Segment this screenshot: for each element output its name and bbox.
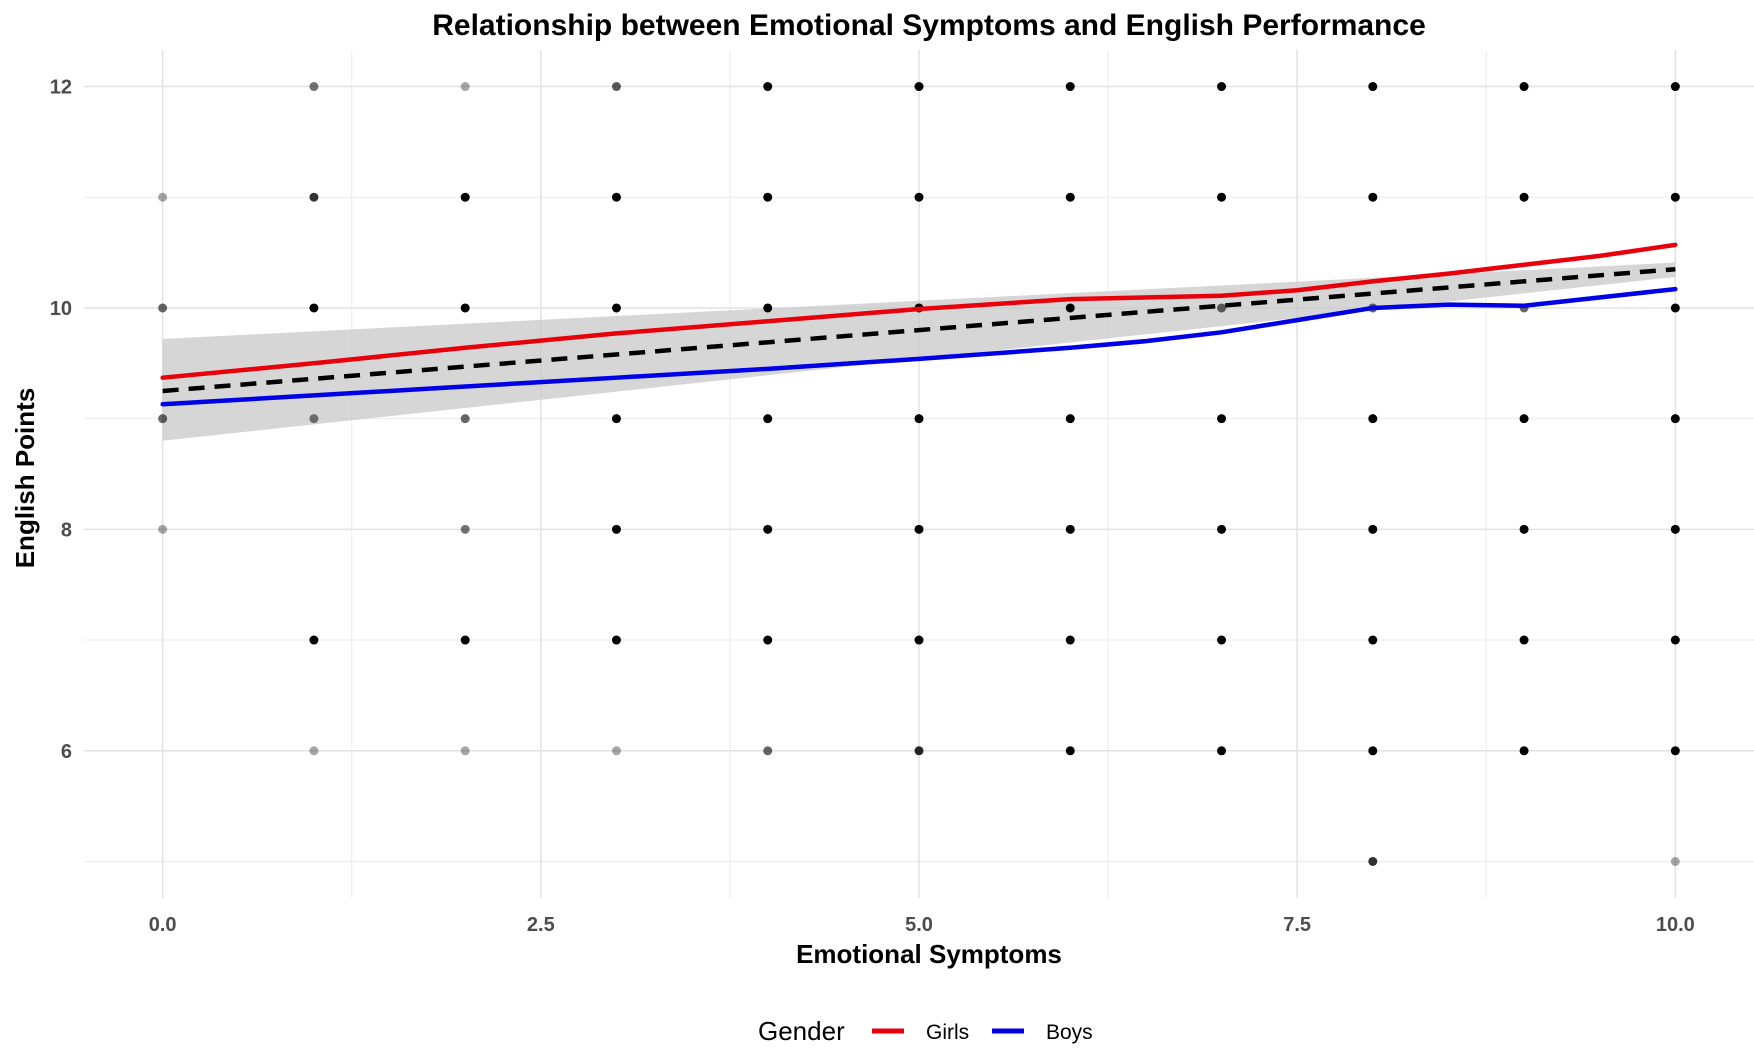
data-point (460, 414, 470, 424)
data-point (763, 746, 773, 756)
tick-labels: 0.0 2.5 5.0 7.5 10.0 6 8 10 12 (50, 77, 1695, 936)
y-tick-label: 10 (50, 298, 72, 320)
data-point (1368, 856, 1378, 866)
y-axis-title: English Points (10, 388, 40, 569)
data-point (1519, 82, 1529, 92)
data-point (1368, 82, 1378, 92)
data-point (1670, 414, 1680, 424)
x-tick-label: 0.0 (149, 914, 177, 936)
x-axis-title: Emotional Symptoms (796, 939, 1062, 969)
data-point (611, 414, 621, 424)
data-point (1670, 524, 1680, 534)
data-point (1368, 635, 1378, 645)
data-point (1065, 192, 1075, 202)
trend-line-girls (160, 242, 1678, 380)
data-point (611, 303, 621, 313)
data-point (763, 524, 773, 534)
data-point (1670, 635, 1680, 645)
data-point (1065, 746, 1075, 756)
data-point (158, 192, 168, 202)
data-point (1670, 303, 1680, 313)
data-point (1670, 856, 1680, 866)
data-point (1670, 746, 1680, 756)
data-point (914, 746, 924, 756)
data-point (1065, 635, 1075, 645)
data-point (1217, 192, 1227, 202)
data-point (460, 524, 470, 534)
data-point (460, 82, 470, 92)
data-point (1519, 192, 1529, 202)
data-point (914, 82, 924, 92)
data-point (914, 635, 924, 645)
data-point (763, 635, 773, 645)
data-point (611, 746, 621, 756)
data-point (914, 192, 924, 202)
data-point (1217, 82, 1227, 92)
data-point (1217, 524, 1227, 534)
data-point (460, 303, 470, 313)
data-point (158, 524, 168, 534)
data-point (460, 746, 470, 756)
y-tick-label: 6 (61, 741, 72, 763)
data-point (460, 192, 470, 202)
data-point (611, 524, 621, 534)
x-tick-label: 10.0 (1656, 914, 1695, 936)
data-point (1519, 524, 1529, 534)
y-tick-label: 8 (61, 519, 72, 541)
data-point (1065, 414, 1075, 424)
grid (84, 50, 1754, 898)
data-point (611, 82, 621, 92)
confidence-band (162, 262, 1676, 441)
data-point (763, 192, 773, 202)
data-point (1217, 635, 1227, 645)
data-point (763, 82, 773, 92)
data-point (914, 414, 924, 424)
confidence-band-area (162, 262, 1676, 441)
x-tick-label: 2.5 (527, 914, 555, 936)
data-point (309, 82, 319, 92)
data-point (1519, 635, 1529, 645)
data-point (1065, 82, 1075, 92)
data-point (1368, 524, 1378, 534)
data-point (309, 303, 319, 313)
legend-label-girls: Girls (926, 1021, 969, 1044)
data-point (1217, 746, 1227, 756)
data-point (309, 414, 319, 424)
overall-fit-line (162, 266, 1676, 394)
data-point (309, 192, 319, 202)
data-point (460, 635, 470, 645)
data-point (1519, 746, 1529, 756)
data-point (1217, 414, 1227, 424)
data-point (158, 303, 168, 313)
x-tick-label: 7.5 (1283, 914, 1311, 936)
data-point (309, 746, 319, 756)
x-tick-label: 5.0 (905, 914, 933, 936)
data-point (309, 635, 319, 645)
data-point (1670, 82, 1680, 92)
data-point (611, 192, 621, 202)
data-point (1368, 746, 1378, 756)
data-point (1065, 303, 1075, 313)
legend: Gender Girls Boys (758, 1016, 1093, 1046)
data-point (1065, 524, 1075, 534)
data-point (611, 635, 621, 645)
data-point (1368, 192, 1378, 202)
data-point (1670, 192, 1680, 202)
legend-label-boys: Boys (1046, 1021, 1093, 1044)
y-tick-label: 12 (50, 77, 72, 99)
data-point (158, 414, 168, 424)
trend-lines (160, 242, 1678, 407)
data-point (1217, 303, 1227, 313)
chart-title: Relationship between Emotional Symptoms … (432, 9, 1426, 42)
data-point (1368, 414, 1378, 424)
data-point (763, 414, 773, 424)
data-point (763, 303, 773, 313)
trend-line-boys (160, 286, 1678, 407)
data-point (914, 524, 924, 534)
legend-title: Gender (758, 1016, 845, 1046)
data-point (1519, 414, 1529, 424)
